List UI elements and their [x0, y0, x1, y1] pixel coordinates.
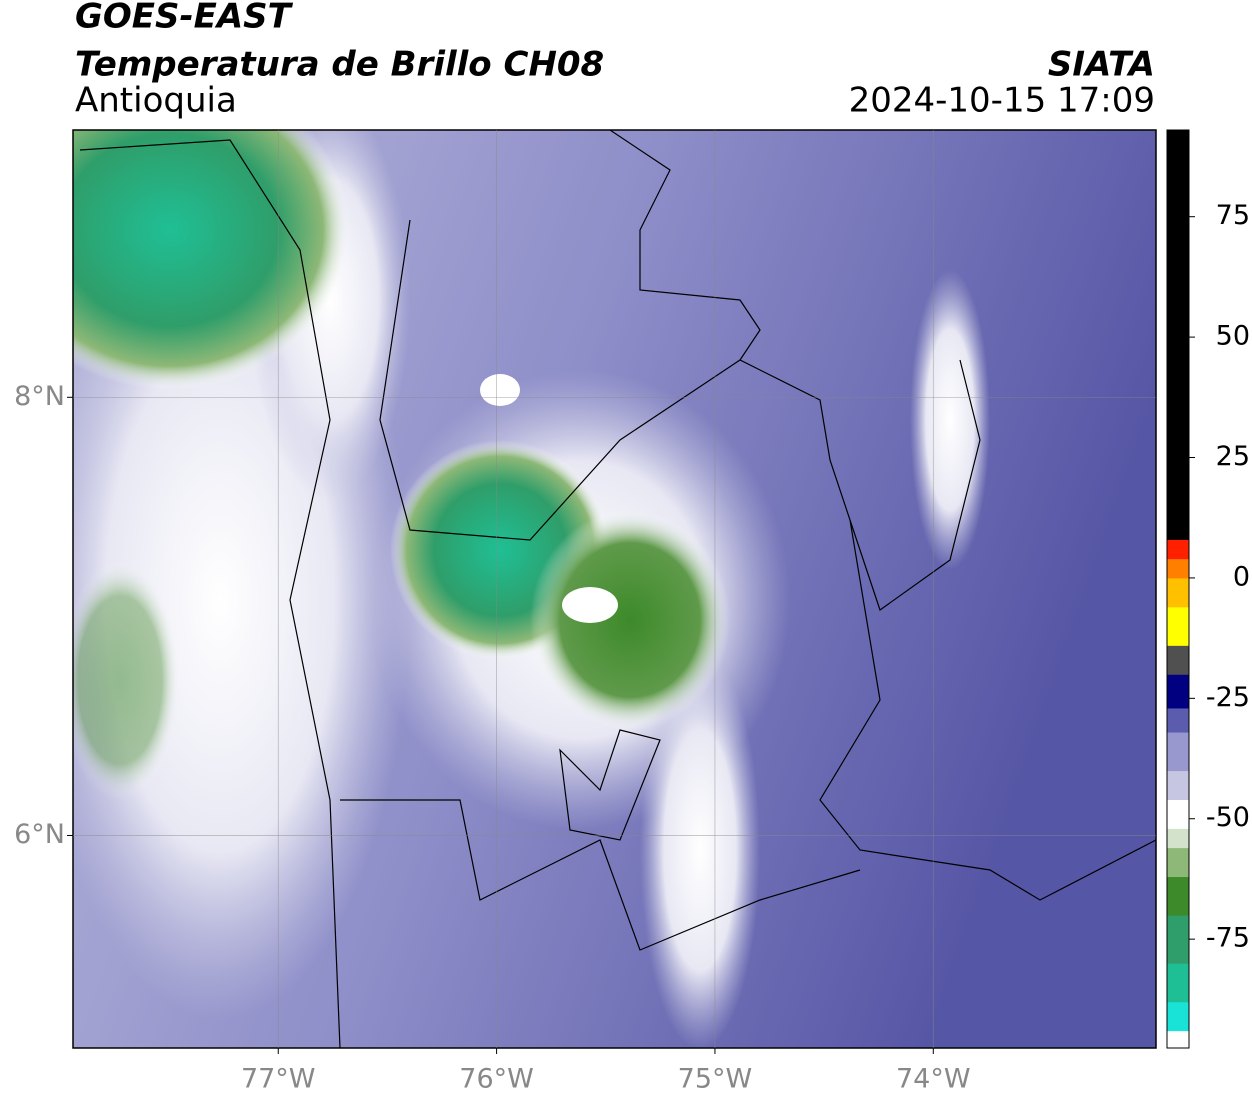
colorbar-segment	[1167, 645, 1189, 675]
colorbar-segment	[1167, 707, 1189, 733]
x-tick-label: 74°W	[896, 1064, 971, 1095]
x-tick-label: 75°W	[678, 1064, 753, 1095]
colorbar-tick-label: 75	[1216, 200, 1250, 231]
colorbar-segment	[1167, 963, 1189, 1003]
colorbar-segment	[1167, 577, 1189, 608]
x-tick-label: 77°W	[241, 1064, 316, 1095]
colorbar-segment	[1167, 674, 1189, 709]
colorbar-tick-label: -50	[1206, 802, 1250, 833]
source: SIATA	[1048, 45, 1155, 85]
colorbar-segment	[1167, 606, 1189, 646]
subtitle: Temperatura de Brillo CH08	[75, 45, 604, 85]
region: Antioquia	[75, 81, 237, 121]
colorbar-tick-label: 25	[1216, 441, 1250, 472]
x-tick-label: 76°W	[459, 1064, 534, 1095]
datetime: 2024-10-15 17:09	[849, 81, 1155, 121]
colorbar-segment	[1167, 539, 1189, 560]
colorbar-segment	[1167, 732, 1189, 772]
map-frame	[72, 129, 1157, 1049]
colorbar-segment	[1167, 770, 1189, 800]
colorbar-segment	[1167, 1001, 1189, 1032]
colorbar-segment	[1167, 828, 1189, 849]
y-tick-label: 8°N	[14, 381, 65, 412]
colorbar-tick-label: 0	[1233, 561, 1250, 592]
colorbar-segment	[1167, 847, 1189, 878]
colorbar-tick-label: -75	[1206, 923, 1250, 954]
colorbar-segment	[1167, 876, 1189, 916]
colorbar-tick-label: 50	[1216, 321, 1250, 352]
title: GOES-EAST	[75, 0, 294, 37]
colorbar-tick-label: -25	[1206, 682, 1250, 713]
satellite-image	[73, 130, 1156, 1048]
colorbar-segment	[1167, 1030, 1189, 1049]
colorbar-segment	[1167, 558, 1189, 579]
y-tick-label: 6°N	[14, 819, 65, 850]
colorbar-segment	[1167, 915, 1189, 964]
colorbar-frame	[1166, 129, 1190, 1049]
colorbar-segment	[1167, 130, 1189, 540]
colorbar-segment	[1167, 799, 1189, 829]
